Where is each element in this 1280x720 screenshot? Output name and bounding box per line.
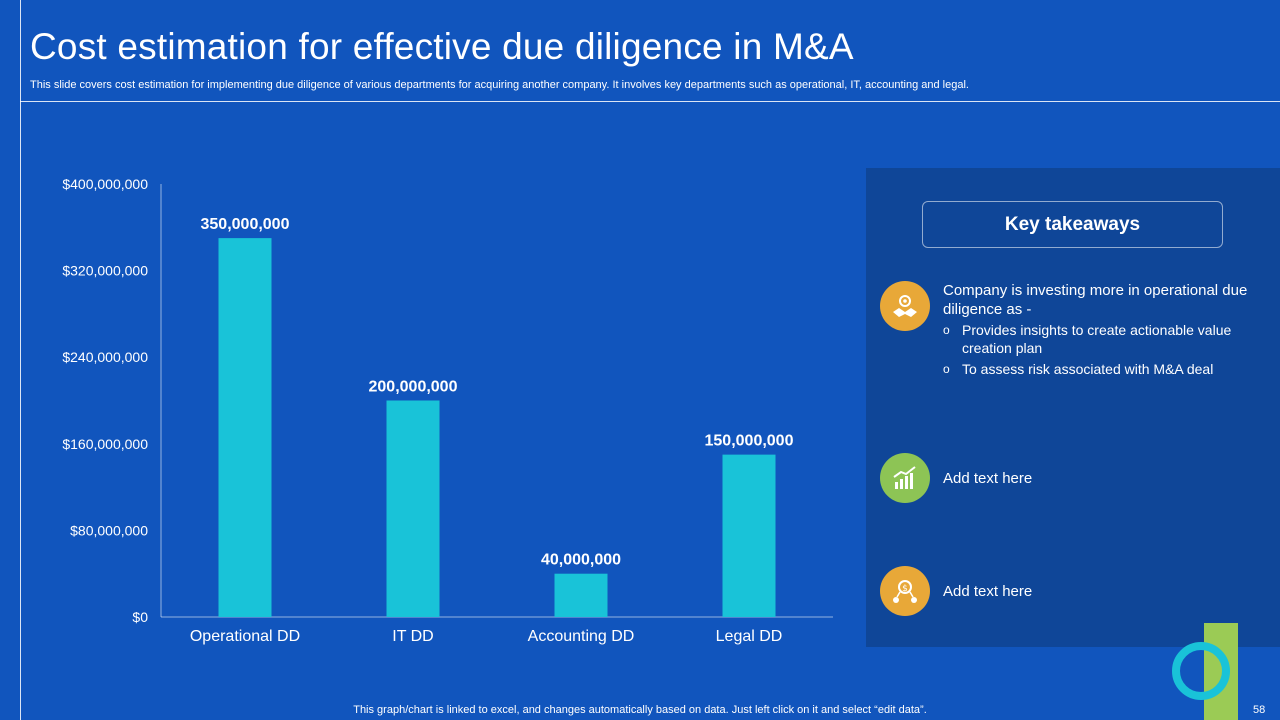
bullet-marker: o — [943, 323, 950, 337]
x-tick-label: IT DD — [392, 628, 433, 645]
bar — [386, 400, 440, 617]
bullet-marker: o — [943, 362, 950, 376]
data-label: 40,000,000 — [541, 552, 621, 569]
takeaway-bullet: o Provides insights to create actionable … — [943, 322, 1232, 356]
left-vertical-rule — [20, 0, 21, 720]
bar — [554, 573, 608, 617]
page-number: 58 — [1253, 704, 1266, 716]
header-divider — [20, 101, 1280, 102]
x-tick-label: Legal DD — [716, 628, 783, 645]
y-tick-label: $160,000,000 — [62, 436, 148, 452]
growth-chart-icon — [880, 453, 930, 503]
y-tick-label: $80,000,000 — [70, 522, 148, 538]
svg-text:$: $ — [902, 584, 908, 594]
data-label: 350,000,000 — [201, 216, 290, 233]
data-label: 200,000,000 — [369, 379, 458, 396]
handshake-gear-icon — [880, 281, 930, 331]
takeaway-text-1: Company is investing more in operational… — [943, 282, 1248, 318]
x-tick-label: Accounting DD — [528, 628, 635, 645]
key-takeaways-panel: Key takeaways Company is investing more … — [866, 168, 1280, 647]
y-tick-label: $0 — [132, 609, 148, 625]
bar-chart[interactable]: $0 $80,000,000 $160,000,000 $240,000,000 $32… — [0, 150, 850, 660]
data-label: 150,000,000 — [705, 433, 794, 450]
bar — [722, 454, 776, 617]
takeaway-text-3: Add text here — [943, 583, 1033, 600]
y-tick-label: $240,000,000 — [62, 349, 148, 365]
footer-note: This graph/chart is linked to excel, and… — [353, 704, 927, 716]
takeaway-text-2: Add text here — [943, 470, 1033, 487]
decorative-ring — [1172, 642, 1230, 700]
page-title: Cost estimation for effective due dilige… — [30, 26, 854, 67]
page-subtitle: This slide covers cost estimation for im… — [30, 79, 969, 91]
x-tick-label: Operational DD — [190, 628, 300, 645]
key-takeaways-heading: Key takeaways — [922, 201, 1223, 248]
y-tick-label: $320,000,000 — [62, 263, 148, 279]
y-tick-label: $400,000,000 — [62, 176, 148, 192]
money-network-icon: $ — [880, 566, 930, 616]
bar — [218, 238, 272, 617]
takeaway-bullet: o To assess risk associated with M&A deal — [943, 361, 1214, 377]
